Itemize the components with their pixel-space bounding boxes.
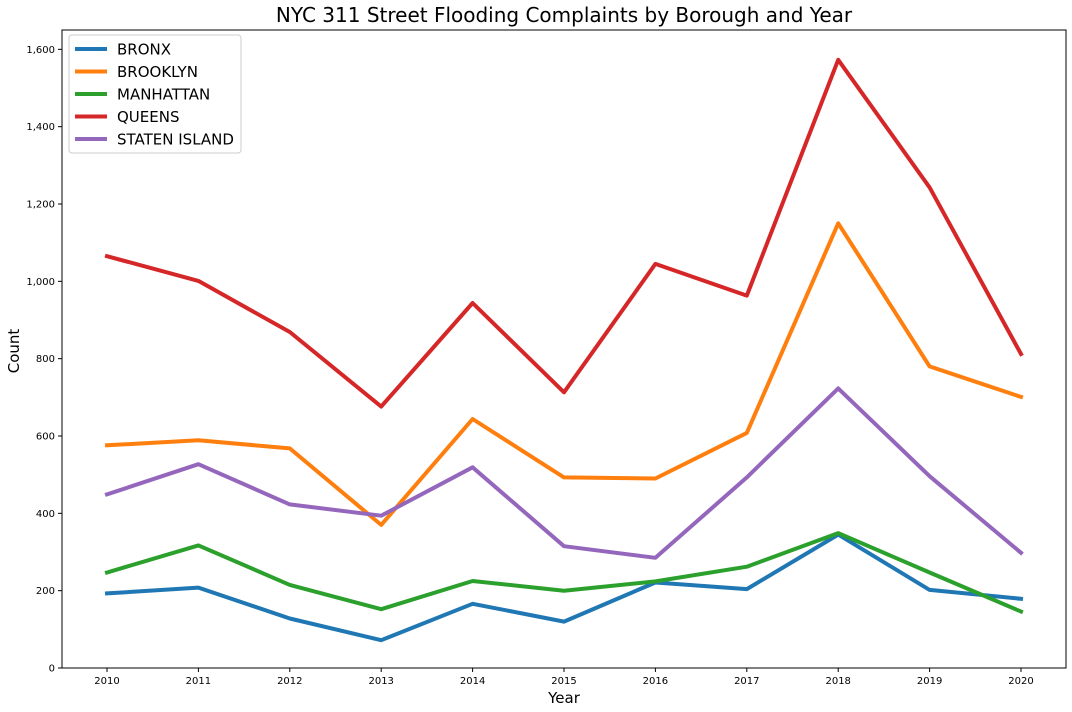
- legend-label-staten-island: STATEN ISLAND: [117, 131, 234, 149]
- legend-label-brooklyn: BROOKLYN: [117, 63, 198, 81]
- x-tick-label: 2011: [186, 676, 211, 687]
- y-tick-label: 200: [36, 586, 55, 597]
- legend: BRONX BROOKLYN MANHATTAN QUEENS STATEN ISLAN…: [68, 34, 242, 154]
- x-tick-label: 2016: [643, 676, 668, 687]
- y-tick-label: 600: [36, 432, 55, 443]
- x-tick-label: 2017: [734, 676, 759, 687]
- x-tick-label: 2020: [1008, 676, 1033, 687]
- y-tick-label: 400: [36, 509, 55, 520]
- y-tick-label: 1,400: [26, 122, 55, 133]
- legend-label-bronx: BRONX: [117, 41, 171, 59]
- series-line-manhattan: [104, 531, 1024, 615]
- series-line-staten-island: [104, 386, 1024, 560]
- x-tick-label: 2015: [551, 676, 576, 687]
- series-line-brooklyn: [104, 221, 1024, 527]
- legend-label-manhattan: MANHATTAN: [117, 86, 210, 104]
- legend-label-queens: QUEENS: [117, 108, 179, 126]
- chart-title: NYC 311 Street Flooding Complaints by Bo…: [276, 3, 853, 27]
- y-tick-label: 1,000: [26, 277, 55, 288]
- x-axis-title: Year: [547, 689, 581, 707]
- axes: 2010 2011 2012 2013 2014 2015 2016 2017 2018 2019…: [26, 29, 1067, 687]
- x-tick-label: 2010: [94, 676, 119, 687]
- series-line-queens: [104, 57, 1024, 409]
- y-axis-title: Count: [5, 329, 23, 374]
- plot-area: [104, 57, 1024, 643]
- x-tick-label: 2018: [825, 676, 850, 687]
- x-tick-label: 2019: [917, 676, 942, 687]
- legend-box: [68, 34, 242, 154]
- x-tick-label: 2013: [368, 676, 393, 687]
- x-tick-label: 2014: [460, 676, 485, 687]
- series-line-bronx: [104, 532, 1024, 643]
- y-tick-label: 800: [36, 354, 55, 365]
- x-tick-label: 2012: [277, 676, 302, 687]
- y-tick-label: 1,600: [26, 45, 55, 56]
- y-tick-label: 1,200: [26, 200, 55, 211]
- y-tick-label: 0: [49, 664, 55, 675]
